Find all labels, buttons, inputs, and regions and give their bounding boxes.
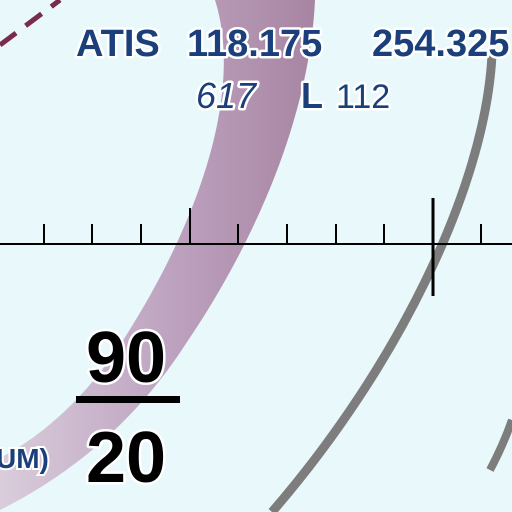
atis-frequency-secondary: 254.325 [372, 23, 509, 65]
atis-frequency-box: ATIS 118.175 254.325 [76, 23, 509, 65]
lighting-code: L [301, 75, 323, 116]
altitude-divider [76, 396, 180, 403]
atis-label: ATIS [76, 23, 160, 65]
altitude-floor: 20 [86, 418, 166, 498]
atis-frequency-primary: 118.175 [187, 23, 322, 65]
altitude-ceiling: 90 [86, 318, 166, 398]
partial-airspace-label: UM) [0, 443, 49, 474]
runway-length: 112 [336, 78, 390, 116]
field-elevation: 617 [196, 75, 258, 116]
